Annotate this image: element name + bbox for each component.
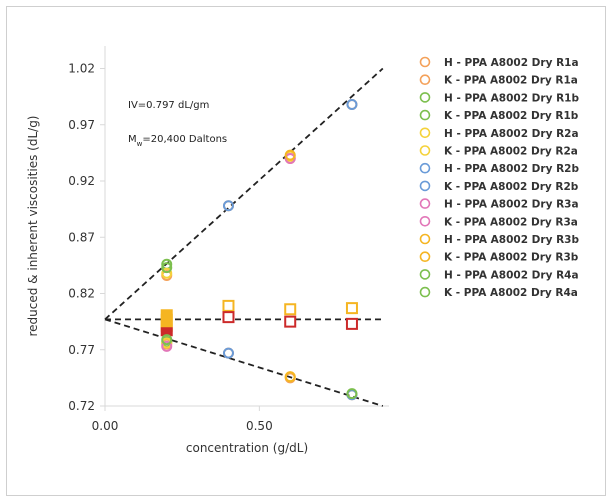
data-point: [346, 99, 358, 110]
legend-marker: [419, 269, 431, 280]
legend-marker: [419, 145, 431, 156]
chart-frame: [6, 6, 606, 496]
legend-marker: [419, 198, 431, 209]
square-marker: [345, 317, 358, 330]
mw-annotation: Mw=20,400 Daltons: [128, 134, 227, 148]
legend-marker: [419, 286, 431, 298]
x-tick-label: 0.00: [92, 419, 119, 433]
iv-annotation: IV=0.797 dL/gm: [128, 100, 209, 111]
legend-marker: [419, 109, 431, 121]
legend-marker: [419, 162, 431, 174]
data-point: [161, 337, 173, 349]
legend-marker: [419, 180, 431, 192]
legend-marker: [419, 56, 431, 68]
legend-entry: K - PPA A8002 Dry R1b: [444, 110, 579, 122]
data-point: [161, 340, 173, 352]
y-tick-label: 0.97: [68, 118, 95, 132]
legend-entry: H - PPA A8002 Dry R1a: [444, 57, 579, 69]
square-marker: [284, 303, 297, 316]
y-tick-label: 0.92: [68, 174, 95, 188]
x-tick-label: 0.50: [246, 419, 273, 433]
y-axis-label: reduced & inherent viscosities (dL/g): [26, 116, 40, 337]
y-tick-label: 0.72: [68, 399, 95, 413]
legend-entry: K - PPA A8002 Dry R4a: [444, 287, 578, 299]
square-marker: [345, 302, 358, 315]
legend-entry: K - PPA A8002 Dry R3a: [444, 216, 578, 228]
data-point: [222, 200, 234, 212]
data-point: [284, 149, 296, 161]
legend-entry: H - PPA A8002 Dry R1b: [444, 92, 579, 104]
data-point: [346, 388, 358, 400]
x-axis-label: concentration (g/dL): [186, 441, 308, 455]
fit-line: [104, 67, 384, 321]
square-marker: [160, 327, 173, 337]
y-tick-label: 0.77: [68, 343, 95, 357]
data-point: [161, 262, 173, 274]
legend-entry: H - PPA A8002 Dry R4a: [444, 269, 579, 281]
data-point: [161, 334, 173, 346]
legend-entry: K - PPA A8002 Dry R1a: [444, 75, 578, 87]
legend-entry: K - PPA A8002 Dry R3b: [444, 252, 579, 264]
data-point: [284, 371, 296, 383]
fit-line: [104, 318, 384, 407]
square-marker: [222, 311, 235, 324]
data-point: [222, 347, 234, 359]
legend-entry: K - PPA A8002 Dry R2a: [444, 146, 578, 158]
legend-marker: [419, 127, 431, 139]
data-point: [284, 153, 296, 164]
square-marker: [284, 315, 297, 328]
legend-entry: H - PPA A8002 Dry R3b: [444, 234, 579, 246]
legend-marker: [419, 251, 431, 263]
legend-marker: [419, 92, 431, 103]
y-tick-label: 1.02: [68, 62, 95, 76]
legend-marker: [419, 216, 431, 227]
legend-entry: H - PPA A8002 Dry R2b: [444, 163, 579, 175]
legend-marker: [419, 74, 431, 85]
data-point: [161, 267, 173, 279]
square-marker: [222, 299, 235, 312]
legend-entry: K - PPA A8002 Dry R2b: [444, 181, 579, 193]
legend-entry: H - PPA A8002 Dry R2a: [444, 128, 579, 140]
y-tick-label: 0.87: [68, 230, 95, 244]
legend-marker: [419, 233, 431, 245]
legend-entry: H - PPA A8002 Dry R3a: [444, 199, 579, 211]
y-tick-label: 0.82: [68, 287, 95, 301]
